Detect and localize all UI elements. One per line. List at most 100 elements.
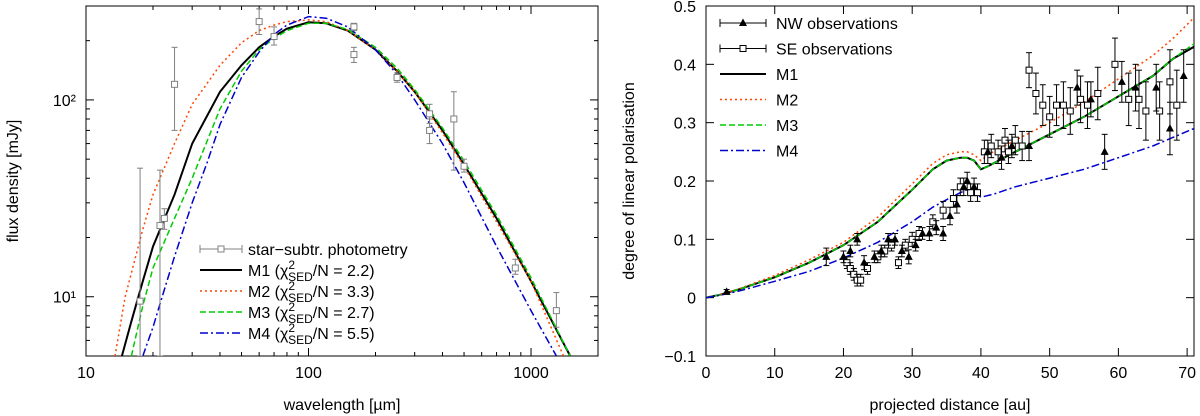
sed-photometry-point — [393, 72, 401, 83]
polarisation-x-axis-label: projected distance [au] — [870, 397, 1031, 414]
nw-observation-marker — [860, 258, 869, 266]
sed-legend-marker — [217, 245, 225, 253]
polarisation-legend-label: SE observations — [776, 42, 893, 59]
sed-photometry-point — [270, 26, 278, 46]
sed-point-marker — [136, 297, 144, 305]
polarisation-legend: NW observations SE observations M1 M2 M3 M4 — [719, 16, 898, 161]
sed-legend-label: star−subtr. photometry — [248, 242, 408, 259]
se-observation-marker — [1053, 101, 1061, 109]
nw-observation-point — [939, 226, 948, 241]
polarisation-chart: 0 10 20 30 40 50 60 70 −0.1 0 0.1 0.2 0.3 0.4 0.5 proj… — [621, 0, 1196, 414]
se-observation-marker — [1018, 142, 1026, 150]
sed-point-marker — [350, 51, 358, 59]
polarisation-observation-points — [722, 37, 1188, 295]
se-observation-marker — [1173, 101, 1181, 109]
se-observation-marker — [1142, 107, 1150, 115]
sed-legend-chi-sup: 2 — [288, 300, 295, 314]
polarisation-x-tick-label: 0 — [702, 365, 711, 382]
sed-legend-label: M4 (χ2 SED/N = 5.5) — [248, 321, 375, 347]
se-observation-point — [1039, 84, 1047, 127]
sed-legend-chi-sup: 2 — [288, 258, 295, 272]
se-observation-marker — [1004, 148, 1012, 156]
sed-legend-label-suffix: /N = 2.7) — [313, 305, 375, 322]
sed-legend-label: M3 (χ2 SED/N = 2.7) — [248, 300, 375, 326]
sed-curve-m4 — [142, 15, 558, 356]
nw-observation-marker — [1117, 77, 1126, 85]
nw-observation-point — [959, 177, 968, 197]
se-observation-marker — [1066, 107, 1074, 115]
nw-observation-marker — [946, 211, 954, 219]
sed-photometry-point — [350, 22, 358, 32]
polarisation-x-tick-label: 70 — [1178, 365, 1196, 382]
nw-observation-point — [932, 220, 941, 236]
sed-point-marker — [552, 307, 560, 315]
polarisation-legend-entry: M1 — [720, 67, 798, 84]
sed-point-marker — [160, 214, 168, 222]
sed-legend-chi-sub: SED — [288, 333, 313, 347]
polarisation-y-tick-label: 0 — [687, 291, 696, 308]
se-observation-marker — [1135, 95, 1143, 103]
polarisation-legend-entry: SE observations — [719, 42, 893, 59]
nw-observation-marker — [846, 246, 855, 254]
nw-observation-point — [1007, 133, 1016, 159]
nw-observation-point — [904, 249, 913, 265]
se-observation-point — [1066, 87, 1074, 135]
nw-observation-marker — [1165, 124, 1174, 132]
se-observation-point — [1173, 69, 1181, 141]
sed-photometry-point — [255, 8, 263, 35]
nw-observation-point — [911, 238, 920, 252]
se-observation-marker — [1125, 95, 1133, 103]
polarisation-curve-m3 — [706, 43, 1194, 299]
sed-point-marker — [460, 162, 468, 170]
nw-observation-marker — [952, 199, 961, 208]
se-observation-point — [949, 189, 957, 208]
nw-observation-marker — [1100, 147, 1109, 155]
polarisation-legend-label: NW observations — [776, 16, 898, 33]
sed-legend-chi-sup: 2 — [288, 279, 295, 293]
sed-photometry-point — [350, 46, 358, 63]
sed-legend-chi-sub: SED — [288, 291, 313, 305]
se-observation-marker — [939, 206, 947, 214]
nw-observation-point — [925, 226, 934, 241]
sed-legend-label-prefix: M2 ( — [248, 284, 281, 301]
polarisation-legend-label: M1 — [776, 67, 798, 84]
nw-observation-marker — [918, 229, 927, 237]
sed-point-marker — [393, 73, 401, 81]
sed-y-tick-label: 10² — [53, 93, 77, 110]
se-observation-point — [1111, 37, 1119, 92]
sed-photometry-point — [552, 292, 560, 328]
nw-observation-point — [722, 287, 731, 295]
polarisation-legend-entry: M2 — [720, 93, 798, 110]
nw-observation-point — [1117, 60, 1126, 103]
polarisation-y-tick-label: 0.3 — [674, 116, 696, 133]
nw-observation-marker — [983, 147, 992, 155]
sed-x-tick-label: 100 — [295, 365, 322, 382]
se-observation-marker — [1077, 95, 1085, 103]
nw-observation-marker — [1007, 141, 1016, 149]
sed-chart: 10 100 1000 10¹ 10² wavelength [µm] flux den… — [5, 5, 599, 414]
nw-observation-marker — [1025, 141, 1034, 149]
se-observation-marker — [987, 142, 995, 150]
nw-observation-point — [1025, 130, 1034, 162]
nw-observation-point — [1086, 81, 1095, 118]
nw-observation-marker — [959, 182, 968, 190]
polarisation-legend-marker — [739, 45, 747, 52]
nw-observation-point — [970, 177, 979, 197]
nw-observation-point — [918, 227, 927, 240]
se-observation-point — [1125, 72, 1133, 127]
sed-x-axis-label: wavelength [µm] — [283, 397, 401, 414]
sed-point-marker — [350, 23, 358, 31]
polarisation-x-tick-label: 10 — [766, 365, 784, 382]
sed-photometry-point — [426, 118, 434, 145]
sed-legend-label-prefix: M1 ( — [248, 263, 281, 280]
polarisation-y-tick-label: −0.1 — [664, 349, 696, 366]
polarisation-legend-marker — [739, 18, 747, 26]
se-observation-point — [1046, 95, 1054, 138]
sed-legend-label-suffix: /N = 2.2) — [313, 263, 375, 280]
nw-observation-point — [963, 171, 972, 191]
se-observation-marker — [894, 259, 902, 267]
nw-observation-point — [1179, 49, 1188, 103]
nw-observation-marker — [1131, 83, 1140, 91]
polarisation-legend-entry: M4 — [720, 144, 798, 161]
